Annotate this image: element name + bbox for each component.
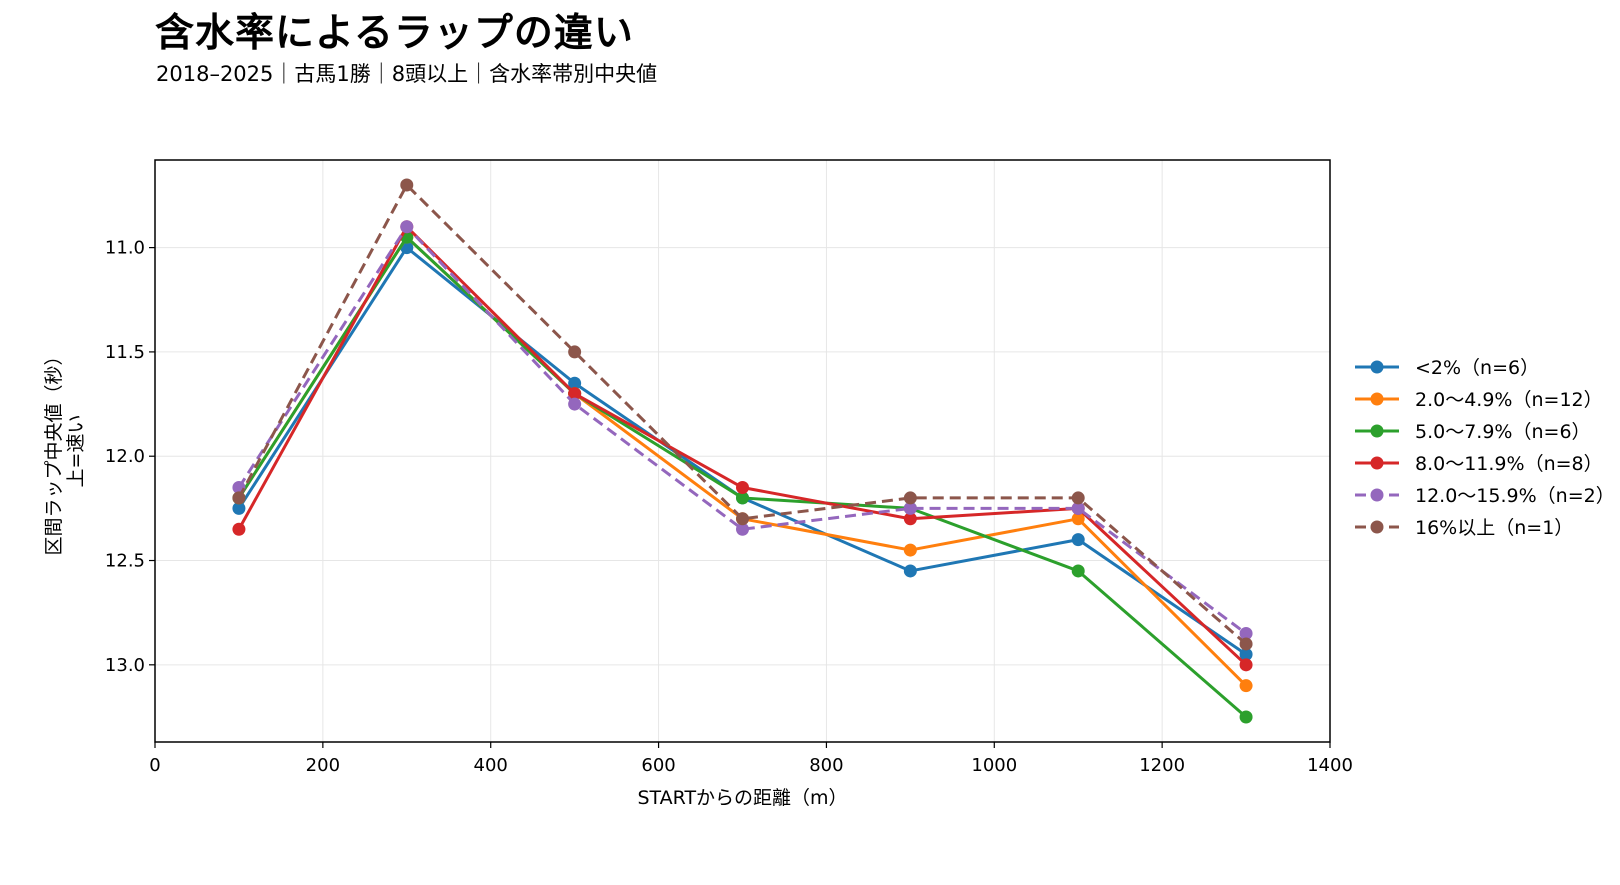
data-point [1239,658,1253,672]
series-4 [232,220,1253,672]
x-tick-label: 0 [149,755,160,776]
x-tick-label: 1000 [971,755,1017,776]
data-point [903,564,917,578]
x-axis: 0 200 400 600 800 1000 1200 1400 [149,742,1353,776]
data-point [1071,533,1085,547]
legend-label: 2.0〜4.9%（n=12） [1415,389,1603,411]
y-tick-label: 13.0 [105,655,145,676]
data-point [1071,501,1085,515]
data-point [736,491,749,505]
series-line [237,235,1248,719]
x-tick-label: 800 [809,755,843,776]
chart-title: 含水率によるラップの違い [155,11,634,56]
data-point [1239,637,1253,651]
series-line [237,225,1248,666]
data-point [568,397,582,411]
legend-label: 16%以上（n=1） [1415,517,1573,539]
x-tick-label: 200 [306,755,340,776]
data-point [1239,710,1253,724]
legend-item: 2.0〜4.9%（n=12） [1355,389,1603,411]
x-tick-label: 400 [474,755,508,776]
legend-item: 12.0〜15.9%（n=2） [1355,485,1615,507]
data-point [736,481,749,495]
y-tick-label: 12.5 [105,551,145,572]
legend-item: <2%（n=6） [1355,357,1539,379]
data-point [568,345,582,359]
series-line [237,246,1247,656]
series-line [237,235,1248,687]
data-point [903,512,917,526]
data-point [568,376,582,390]
legend-label: 5.0〜7.9%（n=6） [1415,421,1591,443]
data-point [400,178,414,192]
legend-item: 5.0〜7.9%（n=6） [1355,421,1591,443]
data-point [568,387,582,401]
legend-label: 8.0〜11.9%（n=8） [1415,453,1603,475]
data-point [400,220,414,234]
legend-item: 8.0〜11.9%（n=8） [1355,453,1603,475]
plot-frame [154,159,1331,743]
data-point [232,522,246,536]
data-point [736,512,749,526]
data-point [903,491,917,505]
data-point [1239,627,1253,641]
legend-marker [1370,424,1384,438]
y-axis-label: 区間ラップ中央値（秒） 上=速い [43,346,87,555]
data-point [232,491,246,505]
legend-marker [1370,520,1384,534]
legend-marker [1370,360,1384,374]
data-point [903,501,917,515]
series-3 [232,230,1253,724]
legend-label: <2%（n=6） [1415,357,1539,379]
legend-marker [1370,392,1384,406]
x-tick-label: 1400 [1307,755,1353,776]
data-point [1071,564,1085,578]
y-tick-label: 11.5 [105,342,145,363]
series-6 [232,178,1253,651]
y-axis-label-line-1: 区間ラップ中央値（秒） [43,346,65,555]
grid-lines [155,160,1330,742]
data-point [1239,647,1253,661]
series-2 [232,230,1253,693]
legend: <2%（n=6） 2.0〜4.9%（n=12） 5.0〜7.9%（n=6） 8.0〜1… [1355,357,1615,539]
y-axis: 11.0 11.5 12.0 12.5 13.0 [105,238,155,676]
y-tick-label: 11.0 [105,238,145,259]
data-point [736,522,749,536]
legend-marker [1370,488,1384,502]
data-point [1239,679,1253,693]
x-axis-label: STARTからの距離（m） [637,787,847,809]
series-line [237,225,1247,635]
legend-label: 12.0〜15.9%（n=2） [1415,485,1615,507]
series-1 [232,241,1253,661]
y-tick-label: 12.0 [105,446,145,467]
legend-marker [1370,456,1384,470]
series-layer [232,178,1253,724]
x-tick-label: 600 [641,755,675,776]
data-point [1071,512,1085,526]
data-point [232,501,246,515]
y-axis-label-line-2: 上=速い [65,415,87,488]
chart-subtitle: 2018–2025｜古馬1勝｜8頭以上｜含水率帯別中央値 [156,62,658,86]
data-point [1071,491,1085,505]
x-tick-label: 1200 [1139,755,1185,776]
legend-item: 16%以上（n=1） [1355,517,1573,539]
data-point [903,543,917,557]
